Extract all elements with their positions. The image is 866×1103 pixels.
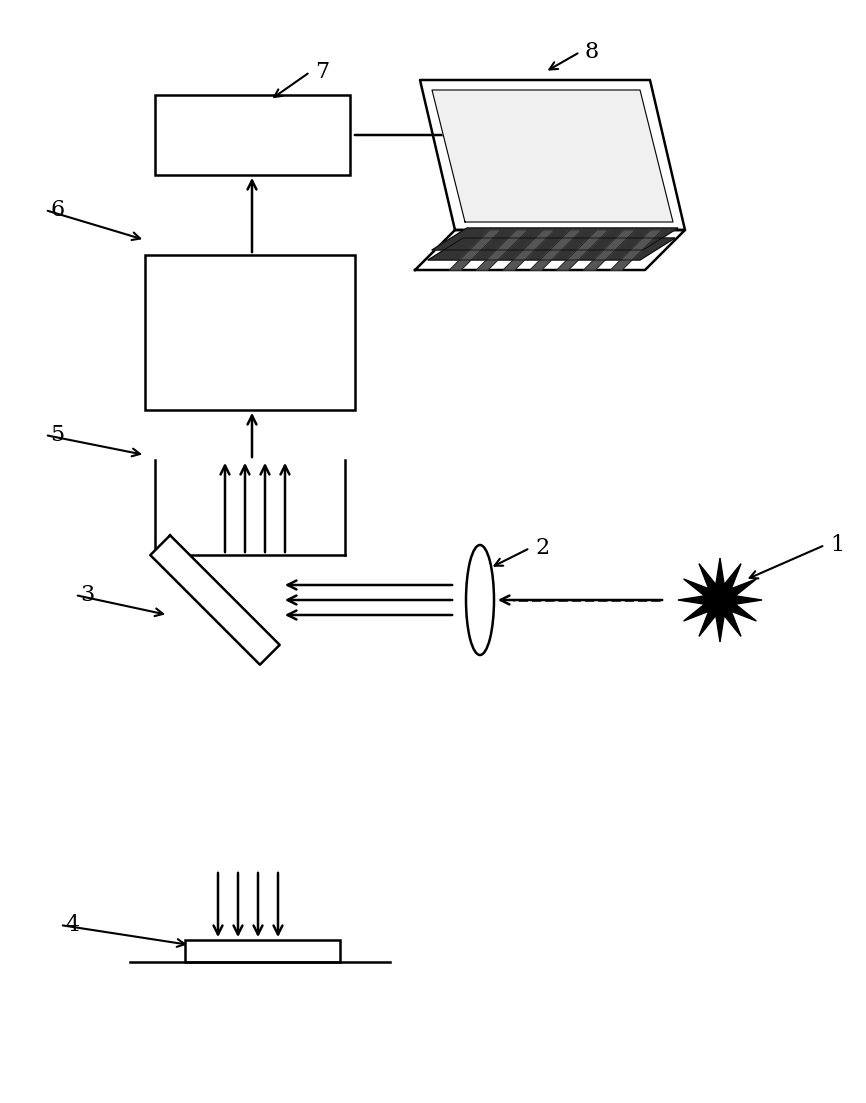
Polygon shape xyxy=(584,231,635,270)
Polygon shape xyxy=(151,535,280,665)
Polygon shape xyxy=(678,558,762,642)
Polygon shape xyxy=(415,231,685,270)
Text: 1: 1 xyxy=(830,534,844,556)
Text: 5: 5 xyxy=(50,424,64,446)
Polygon shape xyxy=(557,231,608,270)
Text: 3: 3 xyxy=(80,583,94,606)
Text: 8: 8 xyxy=(585,41,599,63)
Ellipse shape xyxy=(466,545,494,655)
Text: 6: 6 xyxy=(50,199,64,221)
Bar xyxy=(185,940,340,962)
Polygon shape xyxy=(611,231,662,270)
Bar xyxy=(145,255,355,410)
Bar xyxy=(155,95,350,175)
Text: 4: 4 xyxy=(65,914,79,936)
Polygon shape xyxy=(530,231,581,270)
Polygon shape xyxy=(449,231,501,270)
Polygon shape xyxy=(432,90,673,222)
Polygon shape xyxy=(420,81,685,231)
Polygon shape xyxy=(428,238,675,260)
Polygon shape xyxy=(476,231,528,270)
Polygon shape xyxy=(503,231,554,270)
Text: 7: 7 xyxy=(315,61,329,83)
Polygon shape xyxy=(432,228,678,250)
Text: 2: 2 xyxy=(535,537,549,559)
